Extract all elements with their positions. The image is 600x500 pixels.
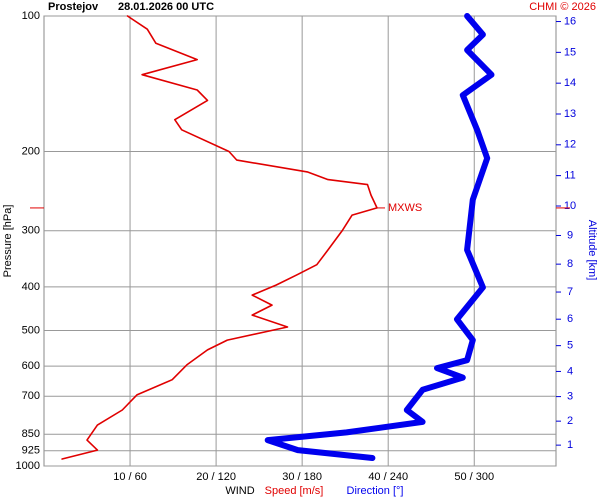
legend-direction: Direction [°] (347, 485, 404, 497)
y-tick-label: 300 (22, 225, 40, 237)
y2-tick-label: 3 (567, 391, 573, 403)
y-tick-label: 100 (22, 10, 40, 22)
legend-speed: Speed [m/s] (265, 485, 324, 497)
y2-tick-label: 7 (567, 286, 573, 298)
direction-line (264, 13, 495, 461)
y-tick-label: 1000 (16, 460, 40, 472)
mxws-label: MXWS (388, 202, 422, 214)
x-tick-label: 30 / 180 (282, 471, 322, 483)
time: 28.01.2026 00 UTC (118, 1, 214, 13)
y2-tick-label: 4 (567, 365, 573, 377)
x-tick-label: 50 / 300 (454, 471, 494, 483)
x-tick-label: 40 / 240 (368, 471, 408, 483)
y2-tick-label: 2 (567, 415, 573, 427)
x-axis-title: WIND (225, 485, 254, 497)
y-tick-label: 400 (22, 281, 40, 293)
y-tick-label: 600 (22, 360, 40, 372)
y2-tick-label: 6 (567, 313, 573, 325)
y2-tick-label: 1 (567, 439, 573, 451)
x-tick-label: 10 / 60 (113, 471, 147, 483)
y2-tick-label: 8 (567, 258, 573, 270)
y2-tick-label: 9 (567, 229, 573, 241)
station: Prostejov (48, 1, 99, 13)
y2-tick-label: 11 (564, 170, 575, 182)
credit: CHMI © 2026 (529, 1, 596, 13)
y2-tick-label: 10 (564, 200, 576, 212)
y2-tick-label: 12 (564, 139, 576, 151)
y2-tick-label: 5 (567, 340, 573, 352)
y-axis-title: Pressure [hPa] (2, 205, 14, 278)
y-tick-label: 700 (22, 390, 40, 402)
y2-tick-label: 15 (564, 46, 576, 58)
y2-tick-label: 16 (564, 15, 576, 27)
speed-line (61, 15, 378, 460)
y2-axis-title: Altitude [km] (586, 220, 598, 281)
y-tick-label: 925 (22, 445, 40, 457)
y2-tick-label: 13 (564, 108, 576, 120)
y-tick-label: 850 (22, 428, 40, 440)
x-tick-label: 20 / 120 (196, 471, 236, 483)
y-tick-label: 500 (22, 324, 40, 336)
y-tick-label: 200 (22, 145, 40, 157)
y2-tick-label: 14 (564, 77, 576, 89)
